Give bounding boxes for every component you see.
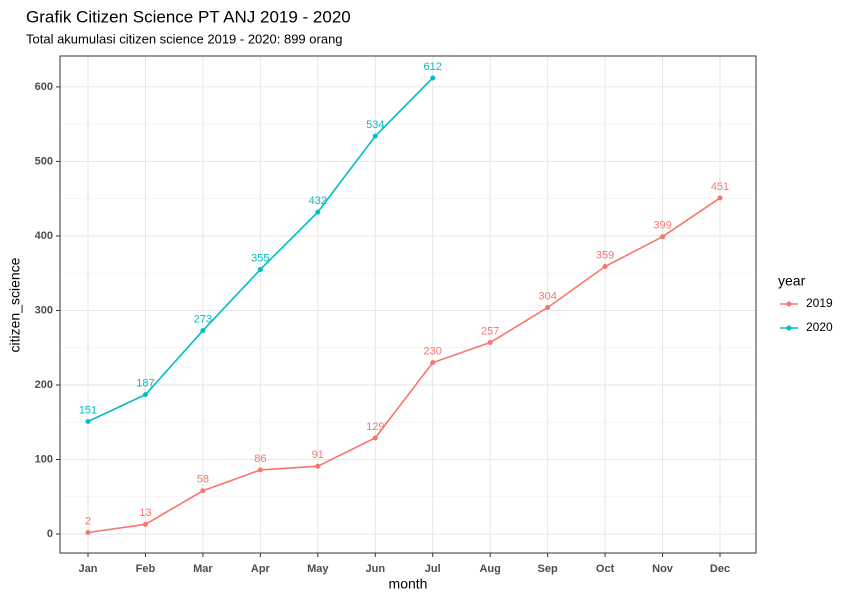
point [545, 304, 551, 310]
data-label: 58 [197, 474, 209, 486]
point [430, 75, 436, 81]
x-axis-label: month [389, 576, 428, 592]
y-tick-label: 300 [35, 304, 53, 316]
data-label: 612 [424, 61, 442, 73]
y-tick-label: 0 [47, 528, 53, 540]
point [372, 435, 378, 441]
x-tick-label: Mar [193, 563, 213, 575]
x-tick-label: Aug [479, 563, 500, 575]
x-tick-label: Oct [596, 563, 615, 575]
series-line [87, 197, 721, 534]
legend-point [786, 301, 792, 307]
data-label: 534 [366, 119, 384, 131]
legend-label: 2019 [806, 296, 833, 310]
data-label: 129 [366, 421, 384, 433]
point [257, 266, 263, 272]
legend-title: year [778, 273, 806, 289]
x-tick-label: May [307, 563, 329, 575]
chart-title: Grafik Citizen Science PT ANJ 2019 - 202… [26, 7, 351, 26]
legend-label: 2020 [806, 320, 833, 334]
point [200, 328, 206, 334]
x-tick-label: Nov [652, 563, 674, 575]
chart-subtitle: Total akumulasi citizen science 2019 - 2… [26, 31, 343, 46]
point [717, 195, 723, 201]
x-tick-label: Sep [538, 563, 558, 575]
data-label: 2 [85, 515, 91, 527]
point [315, 463, 321, 469]
point [660, 234, 666, 240]
y-tick-label: 500 [35, 155, 53, 167]
point [142, 521, 148, 527]
point [85, 418, 91, 424]
data-label: 399 [653, 220, 671, 232]
point [142, 392, 148, 398]
data-label: 151 [79, 404, 97, 416]
point [200, 488, 206, 494]
data-label: 451 [711, 181, 729, 193]
y-axis-label: citizen_science [7, 257, 23, 352]
x-tick-label: Jan [79, 563, 98, 575]
y-tick-label: 400 [35, 230, 53, 242]
panel-border [59, 55, 757, 554]
x-tick-label: Jun [365, 563, 385, 575]
point [487, 340, 493, 346]
data-label: 187 [136, 378, 154, 390]
point [257, 467, 263, 473]
x-tick-label: Apr [251, 563, 271, 575]
x-tick-label: Jul [425, 563, 441, 575]
x-tick-label: Dec [710, 563, 730, 575]
legend-point [786, 325, 792, 331]
y-tick-label: 100 [35, 453, 53, 465]
data-label: 359 [596, 249, 614, 261]
x-tick-label: Feb [136, 563, 156, 575]
y-tick-label: 200 [35, 379, 53, 391]
data-label: 355 [251, 252, 269, 264]
data-label: 91 [312, 449, 324, 461]
point [602, 263, 608, 269]
data-label: 230 [424, 346, 442, 358]
data-label: 13 [139, 507, 151, 519]
data-label: 257 [481, 325, 499, 337]
data-label: 273 [194, 313, 212, 325]
point [372, 133, 378, 139]
point [430, 360, 436, 366]
point [85, 530, 91, 536]
y-tick-label: 600 [35, 81, 53, 93]
data-label: 432 [309, 195, 327, 207]
data-label: 86 [254, 453, 266, 465]
point [315, 209, 321, 215]
data-label: 304 [538, 290, 556, 302]
